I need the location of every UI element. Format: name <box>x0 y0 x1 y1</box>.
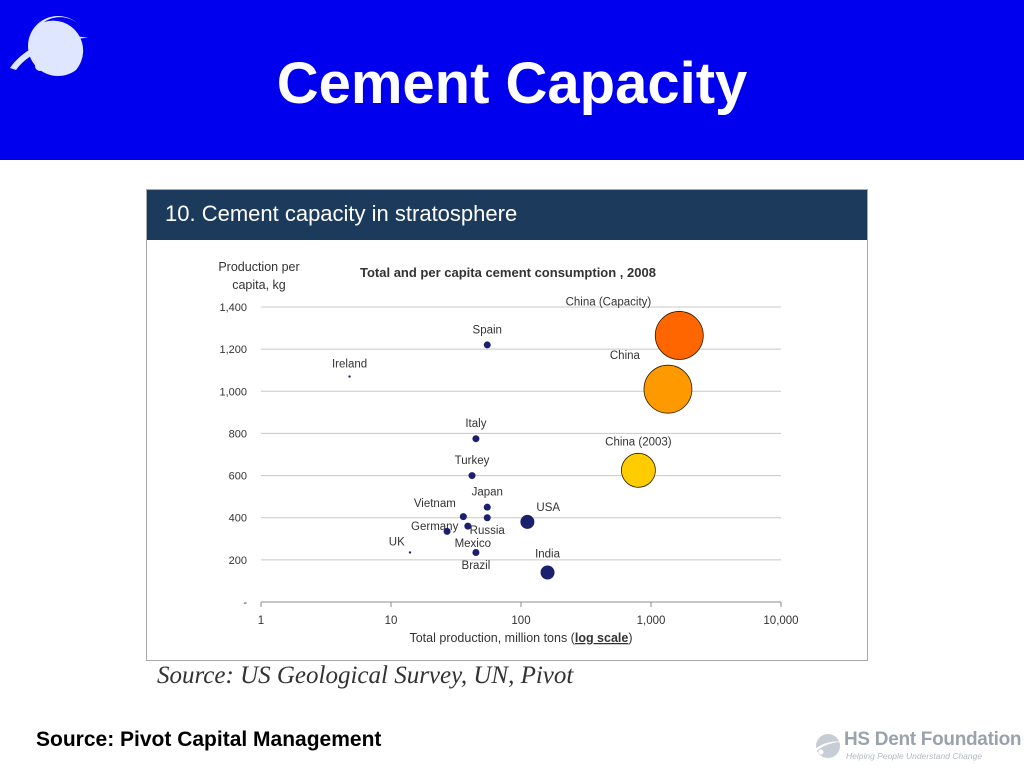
y-axis-label: capita, kg <box>232 278 286 292</box>
data-point-vietnam <box>459 513 467 521</box>
data-point-china-2003 <box>621 452 656 488</box>
y-tick-label: 1,200 <box>219 344 247 356</box>
data-label-italy: Italy <box>465 418 486 430</box>
y-axis-label: Production per <box>218 260 299 274</box>
y-tick-label: 600 <box>229 471 247 483</box>
chart-title: Total and per capita cement consumption … <box>360 265 656 280</box>
data-label-china-capacity: China (Capacity) <box>566 296 652 308</box>
chart-figure: 10. Cement capacity in stratosphere Tota… <box>146 189 868 661</box>
data-point-turkey <box>468 472 476 480</box>
footer-source: Source: Pivot Capital Management <box>36 728 382 751</box>
data-point-india <box>540 565 555 580</box>
footer-logo-name: HS Dent Foundation <box>844 729 1022 750</box>
data-point-germany <box>464 522 472 530</box>
x-tick-label: 10 <box>385 615 398 627</box>
figure-source-note: Source: US Geological Survey, UN, Pivot <box>157 662 574 689</box>
footer-logo-tagline: Helping People Understand Change <box>846 751 983 761</box>
y-tick-label: 800 <box>229 428 247 440</box>
data-label-brazil: Brazil <box>462 560 491 572</box>
data-label-turkey: Turkey <box>455 455 490 467</box>
y-tick-label: - <box>243 597 247 609</box>
slide-title: Cement Capacity <box>276 51 748 116</box>
x-axis-label-suffix: ) <box>628 631 632 645</box>
data-label-india: India <box>535 549 561 561</box>
x-tick-label: 1,000 <box>637 615 666 627</box>
y-tick-label: 1,000 <box>219 386 247 398</box>
x-tick-label: 10,000 <box>763 615 798 627</box>
data-point-spain <box>483 341 491 349</box>
data-point-mexico <box>443 527 451 535</box>
data-label-ireland: Ireland <box>332 358 367 370</box>
x-axis-label: Total production, million tons (log scal… <box>409 631 632 645</box>
data-point-usa <box>520 514 535 529</box>
data-label-germany: Germany <box>411 521 459 533</box>
data-label-china: China <box>610 350 641 362</box>
data-label-china-2003: China (2003) <box>605 436 672 448</box>
data-label-usa: USA <box>536 502 560 514</box>
slide-header: Cement Capacity <box>0 0 1024 160</box>
data-label-japan: Japan <box>472 487 503 499</box>
data-point-japan <box>483 503 491 511</box>
y-tick-label: 200 <box>229 555 247 567</box>
data-point-uk <box>408 551 412 554</box>
x-tick-label: 100 <box>511 615 530 627</box>
footer-logo: HS Dent Foundation Helping People Unders… <box>808 728 1022 764</box>
data-label-uk: UK <box>389 536 405 548</box>
scatter-chart: Total and per capita cement consumption … <box>218 260 798 645</box>
data-label-russia: Russia <box>470 525 506 537</box>
data-point-china-capacity <box>654 311 704 360</box>
figure-banner: 10. Cement capacity in stratosphere <box>147 190 867 240</box>
data-point-brazil <box>472 548 480 556</box>
x-axis-label-emphasis: log scale <box>575 631 629 645</box>
y-tick-label: 400 <box>229 513 247 525</box>
figure-banner-title: 10. Cement capacity in stratosphere <box>165 201 518 226</box>
data-label-mexico: Mexico <box>455 538 491 550</box>
data-point-russia <box>483 514 491 522</box>
hs-dent-logo-icon <box>10 16 89 76</box>
y-tick-label: 1,400 <box>219 302 247 314</box>
hs-dent-footer-logo-icon <box>810 734 842 758</box>
data-point-ireland <box>348 375 351 378</box>
x-tick-label: 1 <box>258 615 264 627</box>
data-label-vietnam: Vietnam <box>414 498 456 510</box>
data-point-china <box>643 364 693 414</box>
data-label-spain: Spain <box>473 324 502 336</box>
data-point-italy <box>472 435 480 443</box>
x-axis-label-prefix: Total production, million tons ( <box>409 631 575 645</box>
